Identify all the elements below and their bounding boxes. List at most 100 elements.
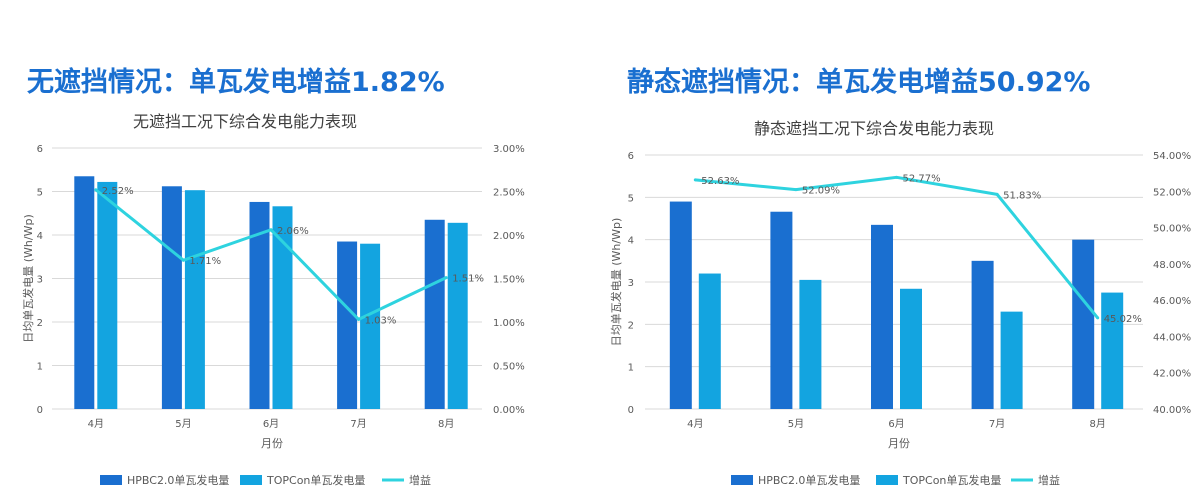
x-tick-label: 4月 bbox=[88, 418, 104, 430]
x-tick-label: 8月 bbox=[1090, 418, 1106, 430]
y2-tick-label: 1.00% bbox=[493, 318, 525, 329]
y-tick-label: 5 bbox=[628, 193, 634, 204]
left-panel: 无遮挡情况：单瓦发电增益1.82% 无遮挡工况下综合发电能力表现 0 1 2 3 4 5 6… bbox=[21, 67, 525, 487]
bar-topcon bbox=[97, 181, 118, 409]
y2-tick-label: 54.00% bbox=[1153, 151, 1191, 162]
gain-point bbox=[1096, 316, 1100, 320]
right-headline: 静态遮挡情况：单瓦发电增益50.92% bbox=[627, 67, 1091, 98]
y-tick-label: 1 bbox=[37, 362, 43, 373]
gain-data-label: 52.77% bbox=[903, 173, 941, 184]
bar-hpbc bbox=[424, 219, 445, 409]
bar-topcon bbox=[1000, 311, 1023, 409]
y2-tick-label: 1.50% bbox=[493, 275, 525, 286]
gain-line bbox=[94, 188, 447, 321]
y-tick-label: 1 bbox=[628, 363, 634, 374]
y-tick-label: 0 bbox=[37, 405, 43, 416]
y-tick-label: 6 bbox=[628, 151, 634, 162]
y-axis-title: 日均单瓦发电量 (Wh/Wp) bbox=[609, 218, 623, 347]
gain-point bbox=[357, 317, 361, 321]
gain-data-label: 52.09% bbox=[802, 186, 840, 197]
x-tick-label: 5月 bbox=[175, 418, 191, 430]
y2-tick-label: 46.00% bbox=[1153, 296, 1191, 307]
y-tick-label: 3 bbox=[628, 278, 634, 289]
bar-topcon bbox=[272, 206, 293, 409]
y2-tick-label: 0.00% bbox=[493, 405, 525, 416]
bar-topcon bbox=[900, 288, 922, 409]
gain-data-label: 1.51% bbox=[452, 274, 484, 285]
y2-tick-label: 0.50% bbox=[493, 362, 525, 373]
gain-point bbox=[693, 178, 697, 182]
y2-tick-label: 48.00% bbox=[1153, 260, 1191, 271]
gain-data-label: 1.71% bbox=[189, 256, 221, 267]
bar-hpbc bbox=[74, 176, 95, 409]
x-tick-label: 6月 bbox=[888, 418, 904, 430]
y2-tick-label: 2.50% bbox=[493, 188, 525, 199]
x-tick-label: 6月 bbox=[263, 418, 279, 430]
bar-topcon bbox=[1101, 292, 1124, 409]
x-tick-label: 7月 bbox=[989, 418, 1005, 430]
legend-label: 增益 bbox=[1038, 473, 1060, 487]
bar-hpbc bbox=[1072, 239, 1095, 409]
right-combo-chart: 0 1 2 3 4 5 6 40.00% 42.00% 44.00% 46.00% 48.00% 50.… bbox=[609, 151, 1191, 487]
y-tick-label: 0 bbox=[628, 405, 634, 416]
y-tick-label: 2 bbox=[628, 320, 634, 331]
bar-topcon bbox=[799, 279, 822, 409]
gain-point bbox=[794, 188, 798, 192]
bar-topcon bbox=[360, 243, 381, 409]
bar-hpbc bbox=[337, 241, 358, 409]
y-tick-label: 6 bbox=[37, 144, 43, 155]
gain-data-label: 2.52% bbox=[102, 186, 134, 197]
gain-data-label: 2.06% bbox=[277, 226, 309, 237]
left-headline: 无遮挡情况：单瓦发电增益1.82% bbox=[27, 67, 445, 98]
gain-data-label: 51.83% bbox=[1003, 190, 1041, 201]
x-tick-label: 8月 bbox=[438, 418, 454, 430]
x-tick-label: 7月 bbox=[350, 418, 366, 430]
y-tick-label: 4 bbox=[37, 231, 43, 242]
left-chart-title: 无遮挡工况下综合发电能力表现 bbox=[133, 112, 358, 131]
gain-data-label: 45.02% bbox=[1104, 314, 1142, 325]
legend-label: TOPCon单瓦发电量 bbox=[902, 473, 1001, 487]
bar-hpbc bbox=[249, 201, 270, 409]
y2-tick-label: 40.00% bbox=[1153, 405, 1191, 416]
y2-tick-label: 44.00% bbox=[1153, 332, 1191, 343]
gain-point bbox=[94, 188, 98, 192]
legend-swatch bbox=[876, 475, 898, 485]
bar-hpbc bbox=[770, 211, 793, 409]
gain-point bbox=[269, 228, 273, 232]
x-axis-title: 月份 bbox=[261, 437, 283, 450]
chart-1-plot: 0 1 2 3 4 5 6 40.00% 42.00% 44.00% 46.00% 48.00% 50.… bbox=[609, 151, 1191, 487]
gain-point bbox=[995, 192, 999, 196]
legend-label: TOPCon单瓦发电量 bbox=[266, 473, 365, 487]
legend-swatch bbox=[100, 475, 122, 485]
y-tick-label: 3 bbox=[37, 275, 43, 286]
bar-hpbc bbox=[161, 186, 182, 409]
x-tick-label: 4月 bbox=[687, 418, 703, 430]
y-tick-label: 5 bbox=[37, 188, 43, 199]
right-chart-title: 静态遮挡工况下综合发电能力表现 bbox=[754, 119, 995, 138]
gain-point bbox=[895, 175, 898, 179]
y2-tick-label: 2.00% bbox=[493, 231, 525, 242]
legend-label: 增益 bbox=[409, 473, 431, 487]
legend-swatch bbox=[731, 475, 753, 485]
x-tick-label: 5月 bbox=[788, 418, 804, 430]
x-axis-title: 月份 bbox=[888, 437, 910, 450]
gain-point bbox=[181, 258, 185, 262]
chart-0-plot: 0 1 2 3 4 5 6 0.00% 0.50% 1.00% 1.50% 2.00% 2.50% 3.0… bbox=[21, 144, 525, 487]
y-tick-label: 4 bbox=[628, 236, 634, 247]
bar-hpbc bbox=[669, 201, 692, 409]
bar-hpbc bbox=[971, 260, 994, 409]
bar-topcon bbox=[698, 273, 721, 409]
right-panel: 静态遮挡情况：单瓦发电增益50.92% 静态遮挡工况下综合发电能力表现 0 1 2 3… bbox=[600, 0, 1200, 500]
gain-point bbox=[444, 276, 448, 280]
bar-topcon bbox=[447, 222, 468, 409]
legend-swatch bbox=[240, 475, 262, 485]
gain-data-label: 52.63% bbox=[701, 176, 739, 187]
y2-tick-label: 52.00% bbox=[1153, 187, 1191, 198]
left-combo-chart: 0 1 2 3 4 5 6 0.00% 0.50% 1.00% 1.50% 2.00% 2.50% 3.0… bbox=[21, 144, 525, 487]
y-tick-label: 2 bbox=[37, 318, 43, 329]
bar-hpbc bbox=[871, 224, 893, 409]
y2-tick-label: 42.00% bbox=[1153, 369, 1191, 380]
legend-label: HPBC2.0单瓦发电量 bbox=[758, 473, 860, 487]
y2-tick-label: 50.00% bbox=[1153, 224, 1191, 235]
y2-tick-label: 3.00% bbox=[493, 144, 525, 155]
